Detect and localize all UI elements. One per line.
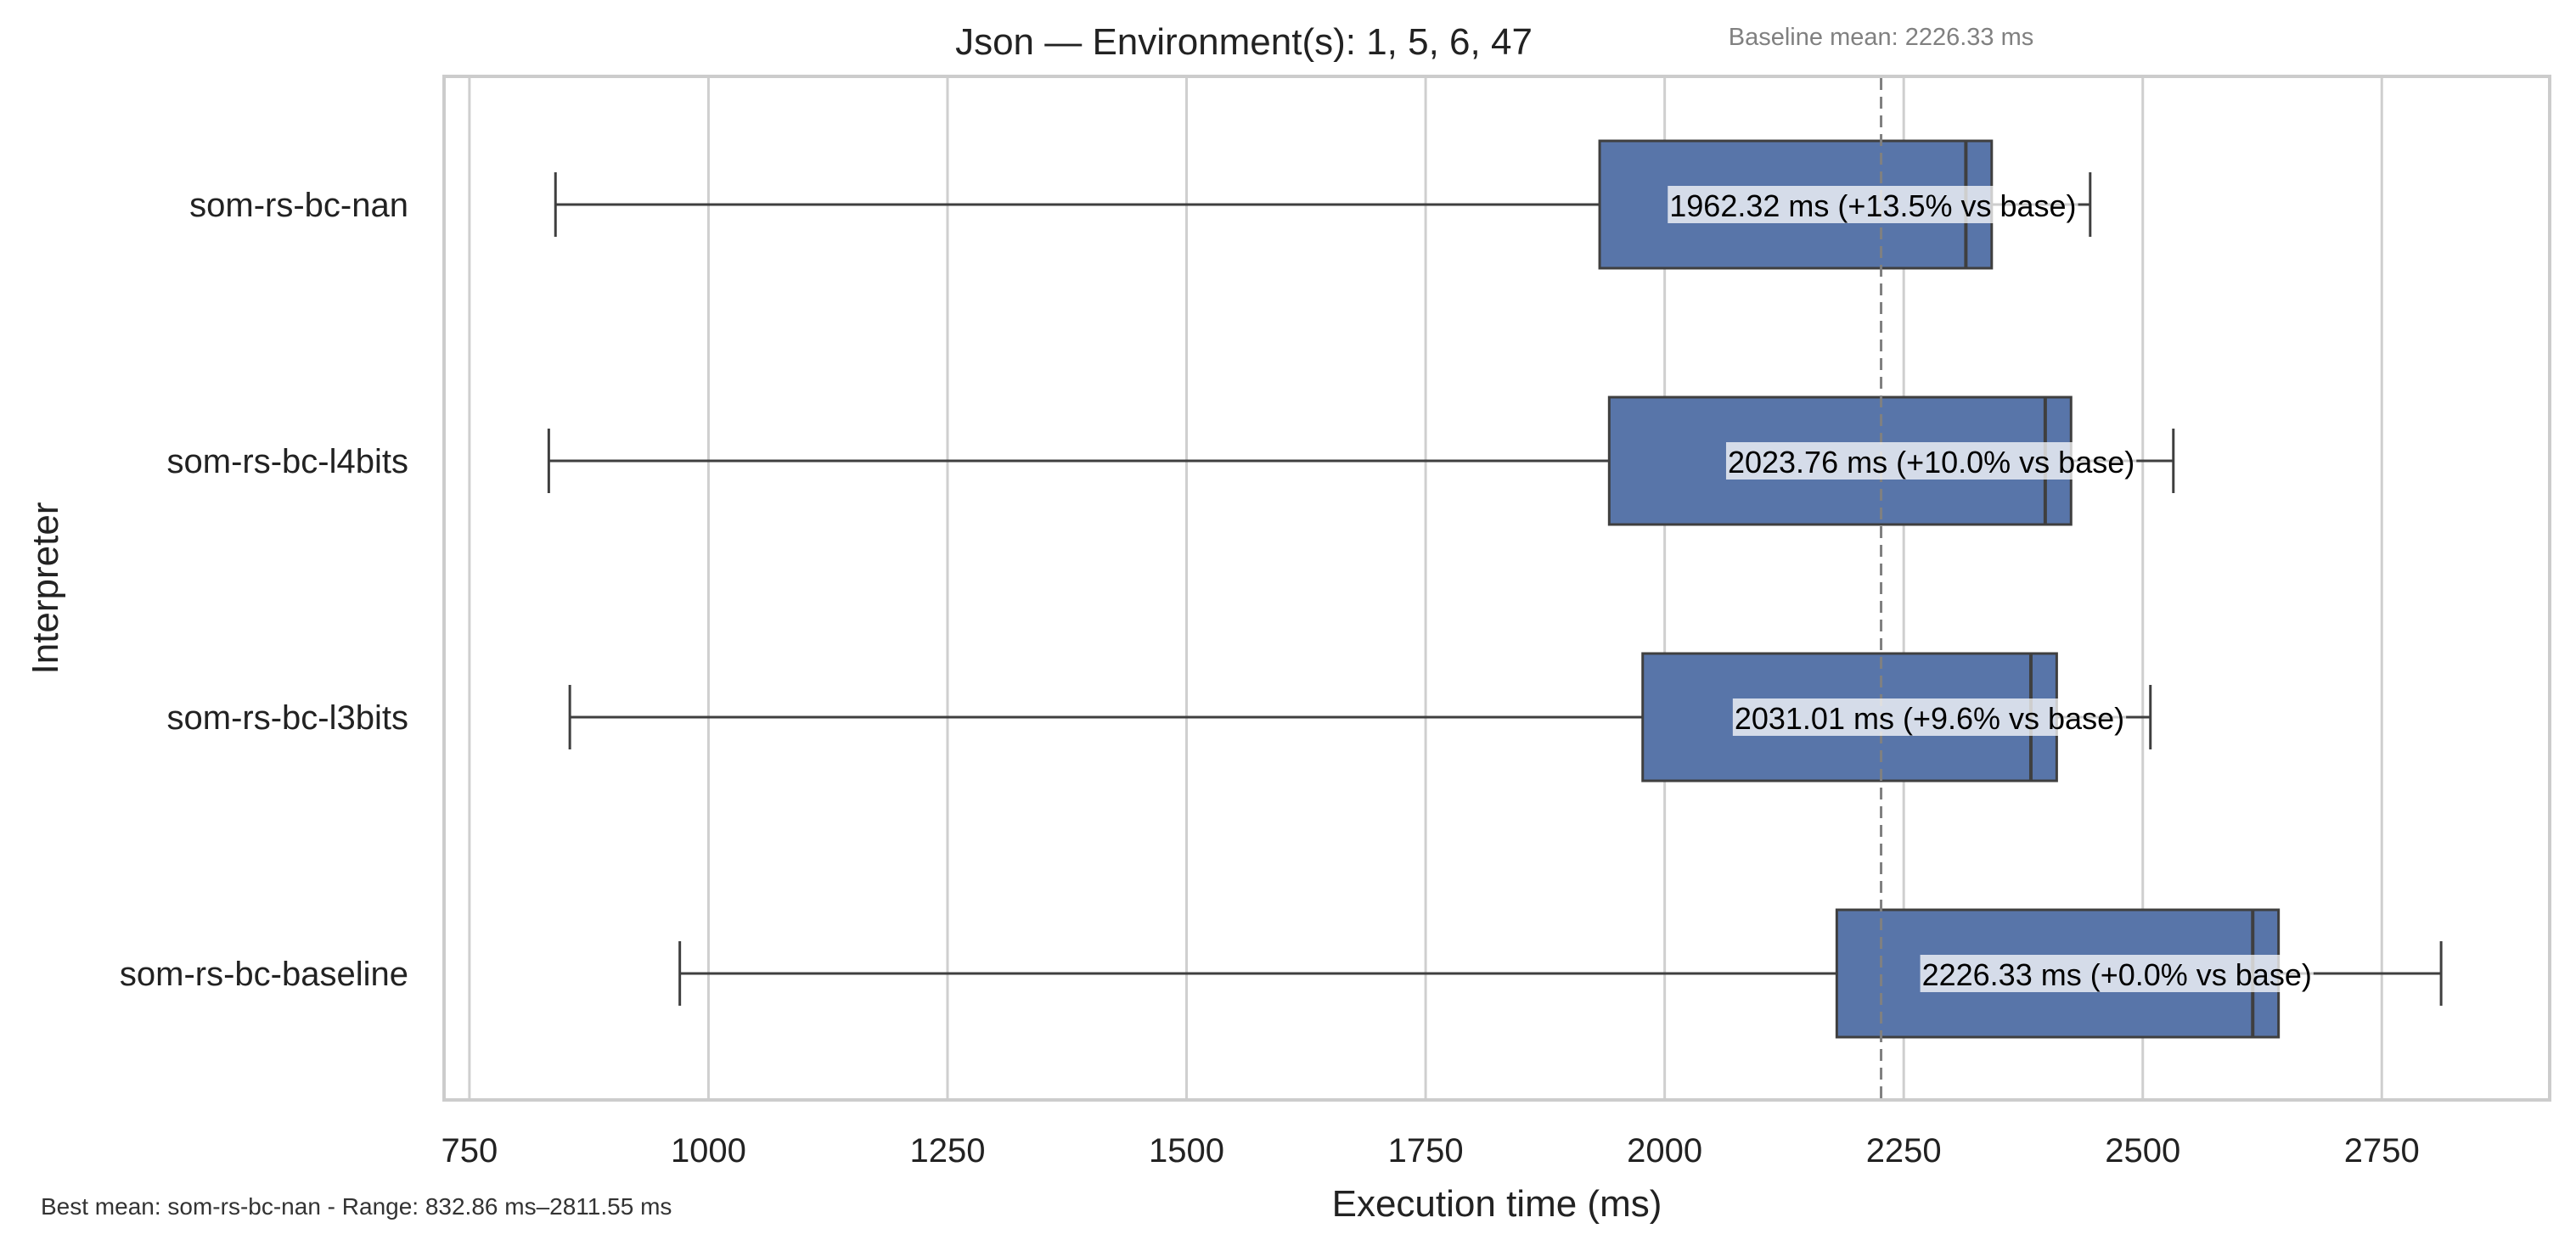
value-label: 1962.32 ms (+13.5% vs base) <box>1669 188 2076 223</box>
x-tick-label: 1000 <box>671 1132 746 1170</box>
value-labels-layer: 1962.32 ms (+13.5% vs base) 2023.76 ms (+… <box>1668 186 2314 992</box>
x-tick-label: 2250 <box>1866 1132 1942 1170</box>
y-tick-label: som-rs-bc-nan <box>189 187 408 224</box>
value-label-group: 2023.76 ms (+10.0% vs base) <box>1725 442 2137 480</box>
chart-title: Json — Environment(s): 1, 5, 6, 47 <box>955 21 1533 63</box>
y-axis-label: Interpreter <box>25 502 66 675</box>
y-tick-label: som-rs-bc-baseline <box>120 956 408 993</box>
x-tick-label: 2000 <box>1627 1132 1702 1170</box>
value-label-group: 1962.32 ms (+13.5% vs base) <box>1668 186 2078 223</box>
x-tick-label: 1750 <box>1388 1132 1464 1170</box>
value-label-background <box>1732 698 2127 736</box>
x-tick-label: 2750 <box>2344 1132 2420 1170</box>
value-label-background <box>1668 186 2078 223</box>
y-tick-label: som-rs-bc-l4bits <box>167 443 408 480</box>
value-label-background <box>1725 442 2137 480</box>
footnote: Best mean: som-rs-bc-nan - Range: 832.86… <box>41 1193 672 1220</box>
y-tick-label: som-rs-bc-l3bits <box>167 699 408 737</box>
value-label-group: 2226.33 ms (+0.0% vs base) <box>1920 955 2314 992</box>
x-axis-ticks: 750 1000 1250 1500 1750 2000 2250 2500 2750 <box>442 1132 2420 1170</box>
value-label: 2226.33 ms (+0.0% vs base) <box>1922 957 2312 992</box>
x-tick-label: 1500 <box>1149 1132 1224 1170</box>
x-tick-label: 1250 <box>909 1132 985 1170</box>
x-axis-label: Execution time (ms) <box>1332 1183 1662 1225</box>
y-axis-ticks: som-rs-bc-nan som-rs-bc-l4bits som-rs-bc-l… <box>120 187 408 993</box>
baseline-label: Baseline mean: 2226.33 ms <box>1729 24 2034 51</box>
value-label: 2023.76 ms (+10.0% vs base) <box>1728 445 2134 480</box>
x-tick-label: 2500 <box>2105 1132 2180 1170</box>
value-label-group: 2031.01 ms (+9.6% vs base) <box>1732 698 2127 736</box>
x-tick-label: 750 <box>442 1132 498 1170</box>
value-label-background <box>1920 955 2314 992</box>
value-label: 2031.01 ms (+9.6% vs base) <box>1735 701 2124 736</box>
